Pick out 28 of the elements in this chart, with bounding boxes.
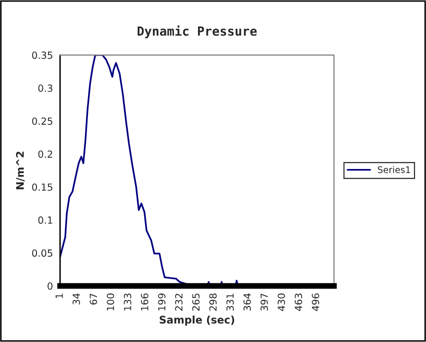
y-axis-title: N/m^2	[16, 152, 25, 190]
y-tick-label: 0.1	[38, 216, 52, 224]
y-tick-label: 0.25	[32, 117, 52, 125]
x-tick-label: 397	[260, 294, 268, 311]
x-tick-label: 166	[140, 293, 148, 310]
x-tick-label: 1	[56, 294, 63, 298]
x-tick-label: 265	[192, 294, 200, 311]
x-tick-label: 364	[243, 293, 251, 311]
chart-title: Dynamic Pressure	[138, 25, 257, 38]
y-tick-label: 0.05	[32, 249, 52, 257]
x-tick-label: 496	[312, 293, 320, 311]
x-tick-label: 331	[226, 294, 234, 311]
y-tick-label: 0.15	[32, 183, 52, 191]
x-tick-label: 463	[294, 294, 302, 311]
x-tick-label: 232	[175, 294, 182, 311]
y-tick-label: 0.2	[38, 150, 52, 158]
x-tick-label: 34	[72, 293, 80, 304]
x-axis-title: Sample (sec)	[160, 316, 234, 326]
x-tick-label: 199	[158, 294, 166, 310]
x-tick-label: 298	[209, 294, 217, 311]
x-tick-label: 67	[90, 294, 98, 305]
legend-label: Series1	[378, 166, 410, 174]
y-tick-label: 0.3	[38, 84, 52, 92]
y-tick-label: 0.35	[32, 52, 52, 59]
x-tick-label: 133	[124, 294, 132, 310]
x-tick-label: 100	[106, 294, 114, 310]
x-tick-label: 430	[278, 294, 286, 311]
y-tick-label: 0	[48, 282, 52, 290]
